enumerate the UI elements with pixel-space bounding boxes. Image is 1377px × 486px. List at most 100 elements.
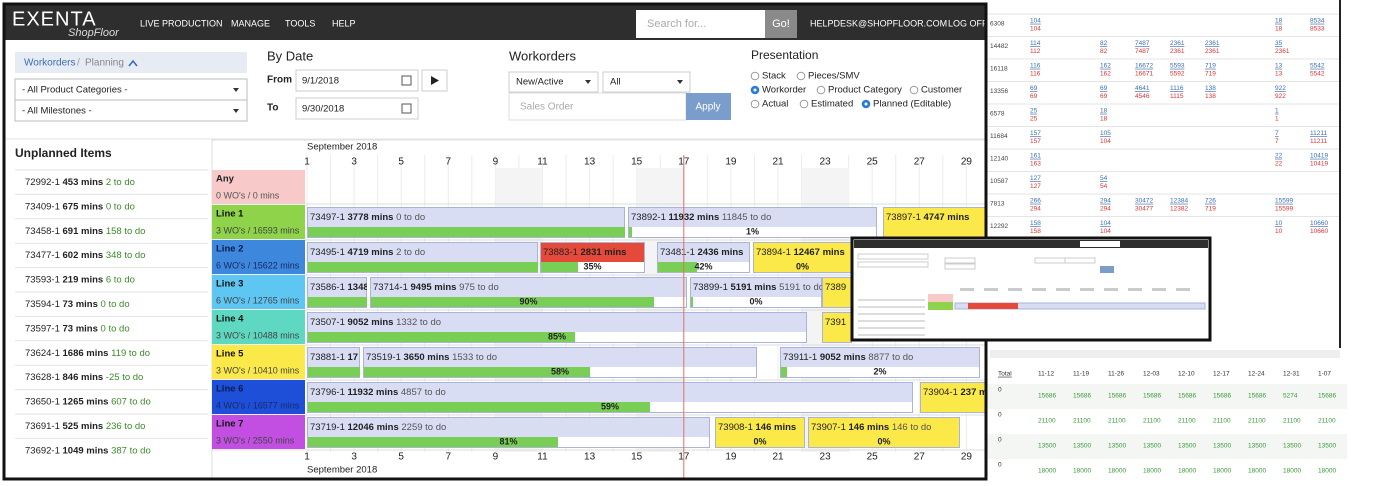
sheet-link[interactable]: 4641: [1135, 85, 1150, 92]
workorder-bar[interactable]: 73907-1 146 mins 146 to do0%: [808, 417, 960, 448]
sheet-link[interactable]: 726: [1205, 198, 1216, 205]
radio-label[interactable]: Estimated: [811, 99, 853, 110]
sheet-link[interactable]: 35: [1275, 40, 1283, 47]
nav-item[interactable]: HELP: [332, 18, 356, 28]
sheet-link[interactable]: 7487: [1135, 40, 1150, 47]
logout[interactable]: LOG OFF: [948, 18, 988, 28]
sheet-link[interactable]: 161: [1030, 153, 1041, 160]
sheet-link[interactable]: 2361: [1205, 40, 1220, 47]
search-box[interactable]: [636, 10, 765, 38]
workorder-bar[interactable]: 73586-1 1348: [307, 277, 369, 308]
nav-item[interactable]: MANAGE: [231, 18, 270, 28]
radio[interactable]: [909, 85, 919, 95]
workorder-bar[interactable]: 73481-1 2436 mins 42%: [657, 242, 750, 273]
sheet-link[interactable]: 54: [1100, 175, 1108, 182]
sheet-link[interactable]: 22: [1275, 153, 1283, 160]
sheet-link[interactable]: 12384: [1170, 198, 1188, 205]
workorder-bar[interactable]: 73719-1 12046 mins 2259 to do 81%: [307, 417, 710, 448]
unplanned-item[interactable]: 73624-1 1686 mins 119 to do: [25, 347, 150, 358]
sheet-link[interactable]: 10419: [1310, 153, 1328, 160]
breadcrumb-item[interactable]: Workorders: [24, 58, 76, 69]
workorder-bar[interactable]: 73911-1 9052 mins 8877 to do 2%: [780, 347, 980, 378]
unplanned-item[interactable]: 73650-1 1265 mins 607 to do: [25, 396, 151, 407]
unplanned-item[interactable]: 73594-1 73 mins 0 to do: [25, 299, 130, 310]
radio-label[interactable]: Workorder: [762, 85, 806, 96]
filter-select[interactable]: [14, 99, 248, 122]
sheet-link[interactable]: 104: [1030, 18, 1041, 25]
nav-item[interactable]: LIVE PRODUCTION: [140, 18, 223, 28]
sheet-link[interactable]: 114: [1030, 40, 1041, 47]
unplanned-item[interactable]: 73409-1 675 mins 0 to do: [25, 201, 135, 212]
sheet-link[interactable]: 266: [1030, 198, 1041, 205]
workorder-bar[interactable]: 73904-1 237 m: [920, 382, 990, 413]
workorder-bar[interactable]: 73495-1 4719 mins 2 to do: [307, 242, 539, 273]
sheet-link[interactable]: 10660: [1310, 220, 1328, 227]
radio-label[interactable]: Pieces/SMV: [808, 71, 860, 82]
workorder-bar[interactable]: 73899-1 5191 mins 5191 to do 0%: [690, 277, 825, 308]
radio-label[interactable]: Actual: [762, 99, 788, 110]
sheet-link[interactable]: 30472: [1135, 198, 1153, 205]
sheet-link[interactable]: 16672: [1135, 63, 1153, 70]
sheet-link[interactable]: 294: [1100, 198, 1111, 205]
sheet-link[interactable]: 116: [1030, 63, 1041, 70]
workorder-bar[interactable]: 7389: [822, 277, 852, 308]
unplanned-item[interactable]: 73477-1 602 mins 348 to do: [25, 250, 145, 261]
sheet-link[interactable]: 18: [1100, 108, 1108, 115]
sheet-link[interactable]: 719: [1205, 63, 1216, 70]
unplanned-item[interactable]: 73458-1 691 mins 158 to do: [25, 225, 145, 236]
workorder-bar[interactable]: 73883-1 2831 mins 35%: [540, 242, 645, 273]
sheet-link[interactable]: 104: [1100, 220, 1111, 227]
sheet-link[interactable]: 11211: [1310, 130, 1327, 137]
workorder-bar[interactable]: 73796-1 11932 mins 4857 to do 59%: [307, 382, 913, 413]
date-input[interactable]: [295, 97, 419, 120]
workorder-bar[interactable]: 7391: [822, 312, 852, 343]
status-select[interactable]: [508, 71, 599, 93]
unplanned-item[interactable]: 73628-1 846 mins -25 to do: [25, 372, 143, 383]
sheet-link[interactable]: 157: [1030, 130, 1041, 137]
workorder-bar[interactable]: 73894-1 12467 mins 0%: [753, 242, 852, 273]
unplanned-item[interactable]: 73692-1 1049 mins 387 to do: [25, 445, 151, 456]
sheet-link[interactable]: 82: [1100, 40, 1108, 47]
workorder-bar[interactable]: 73881-1 17: [307, 347, 361, 378]
sheet-link[interactable]: 2361: [1170, 40, 1185, 47]
sheet-link[interactable]: 922: [1275, 85, 1286, 92]
sheet-link[interactable]: 7: [1275, 130, 1279, 137]
workorder-bar[interactable]: 73714-1 9495 mins 975 to do 90%: [370, 277, 687, 308]
workorder-bar[interactable]: 73507-1 9052 mins 1332 to do 85%: [307, 312, 807, 343]
workorder-bar[interactable]: 73908-1 146 mins 0%: [715, 417, 805, 448]
workorder-bar[interactable]: 73497-1 3778 mins 0 to do: [307, 207, 626, 238]
sheet-link[interactable]: 5542: [1310, 63, 1325, 70]
sheet-link[interactable]: 127: [1030, 175, 1041, 182]
unplanned-item[interactable]: 73597-1 73 mins 0 to do: [25, 323, 130, 334]
workorder-bar[interactable]: 73897-1 4747 mins: [883, 207, 990, 238]
sheet-link[interactable]: 10: [1275, 220, 1283, 227]
radio-label[interactable]: Customer: [921, 85, 962, 96]
unplanned-item[interactable]: 72992-1 453 mins 2 to do: [25, 177, 135, 188]
radio[interactable]: [799, 99, 809, 109]
sheet-link[interactable]: 25: [1030, 108, 1038, 115]
sheet-link[interactable]: 69: [1030, 85, 1038, 92]
sheet-link[interactable]: 5593: [1170, 63, 1185, 70]
date-input[interactable]: [295, 69, 419, 92]
unplanned-item[interactable]: 73593-1 219 mins 6 to do: [25, 274, 135, 285]
sheet-link[interactable]: 158: [1030, 220, 1041, 227]
sheet-link[interactable]: 138: [1205, 85, 1216, 92]
radio[interactable]: [750, 99, 760, 109]
unplanned-item[interactable]: 73691-1 525 mins 236 to do: [25, 421, 145, 432]
radio[interactable]: [796, 71, 806, 81]
nav-item[interactable]: TOOLS: [285, 18, 315, 28]
user[interactable]: HELPDESK@SHOPFLOOR.COM: [810, 18, 947, 28]
go-button[interactable]: [765, 10, 797, 38]
radio[interactable]: [750, 71, 760, 81]
sheet-link[interactable]: 1: [1275, 108, 1279, 115]
radio-label[interactable]: Planned (Editable): [873, 99, 951, 110]
scope-select[interactable]: [602, 71, 691, 93]
sheet-link[interactable]: 162: [1100, 63, 1111, 70]
sheet-link[interactable]: 15599: [1275, 198, 1293, 205]
sheet-link[interactable]: 1116: [1170, 85, 1184, 92]
radio[interactable]: [816, 85, 826, 95]
sheet-link[interactable]: 105: [1100, 130, 1111, 137]
apply-button[interactable]: [686, 93, 731, 120]
sheet-link[interactable]: 18: [1275, 18, 1283, 25]
sheet-link[interactable]: 13: [1275, 63, 1283, 70]
